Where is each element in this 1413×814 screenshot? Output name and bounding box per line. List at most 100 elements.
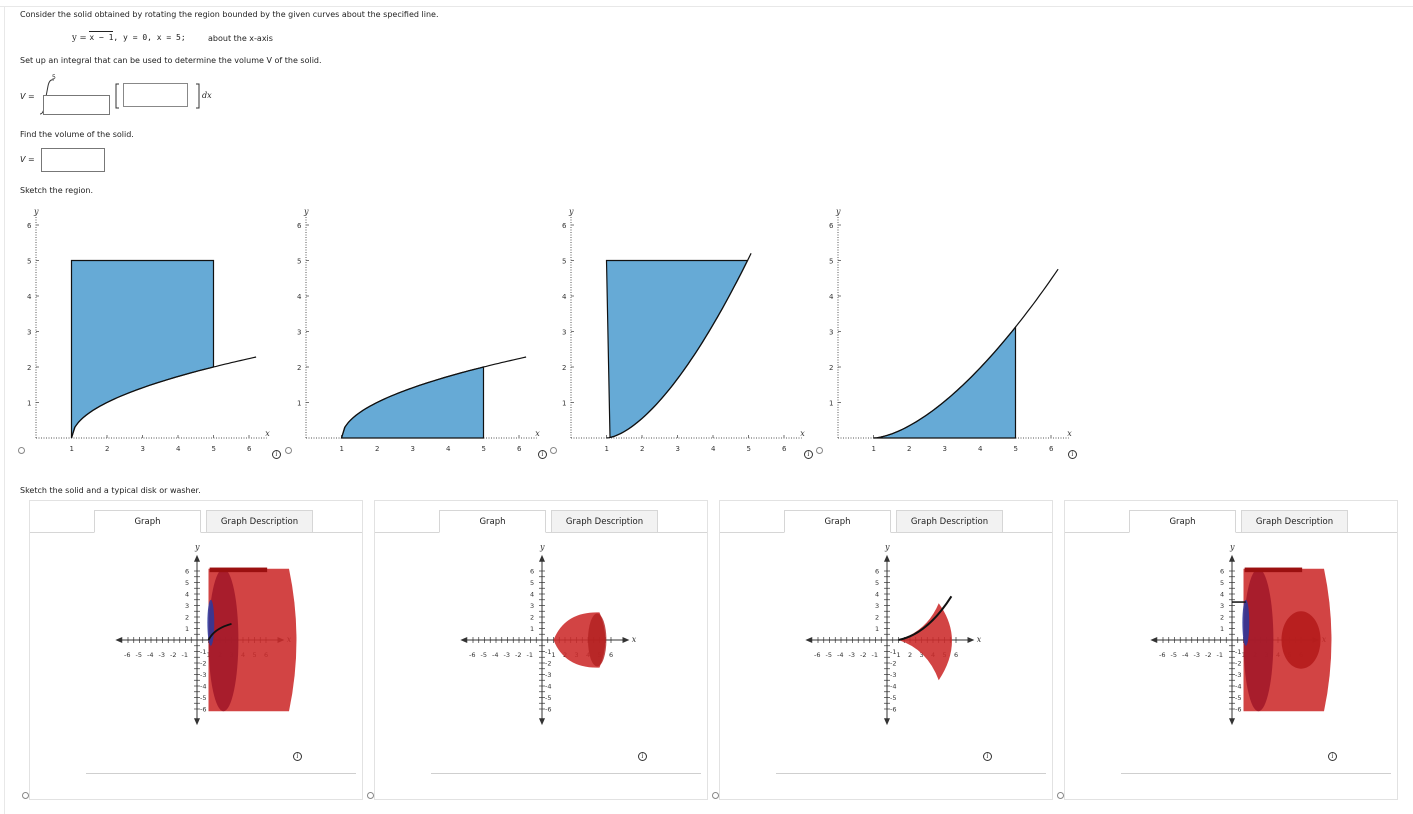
y-tick-label: -4 [200,683,206,691]
x-tick-label: 5 [482,445,486,453]
volume-label-2: V = [20,155,35,164]
x-tick-label: 3 [141,445,145,453]
solid-panel-3: Graph Graph Description 6 5 4 3 2 1 -1 -2 -3 -4 -5… [719,500,1053,800]
y-tick-label: 6 [27,222,32,230]
y-tick-label: 5 [829,258,833,266]
info-icon[interactable]: i [1328,752,1337,761]
solid-option-3-radio[interactable] [712,792,719,799]
lower-limit-input[interactable] [43,95,110,115]
y-tick-label: 6 [185,568,189,576]
region-option-3-radio[interactable] [550,447,557,454]
solid-option-2-radio[interactable] [367,792,374,799]
x-arrow-left-icon [1150,637,1158,643]
x-tick-label: 3 [943,445,947,453]
x-axis-label: x [632,635,637,644]
tab-graph-description[interactable]: Graph Description [896,510,1003,533]
x-tick-label: 6 [782,445,787,453]
info-icon[interactable]: i [538,450,547,459]
x-tick-label: -6 [469,651,475,659]
region-graph-1: 1 2 3 4 5 6 1 2 3 4 5 6 x y [27,207,270,453]
curve [606,253,752,439]
x-tick-label: 6 [609,651,613,659]
x-tick-label: -4 [147,651,153,659]
tab-graph-description[interactable]: Graph Description [1241,510,1348,533]
y-tick-label: 1 [875,625,879,633]
curve [70,356,257,439]
y-axis-label: y [194,545,200,551]
y-tick-label: 3 [829,329,833,337]
x-tick-label: 1 [605,445,609,453]
y-axis-label: y [1229,545,1235,551]
solid-option-4-radio[interactable] [1057,792,1064,799]
sketch-solid-prompt: Sketch the solid and a typical disk or w… [20,486,201,495]
integrand-input[interactable] [123,83,188,107]
y-tick-label: 4 [185,591,189,599]
left-divider [4,6,5,814]
tab-graph-description[interactable]: Graph Description [551,510,658,533]
tab-graph-description[interactable]: Graph Description [206,510,313,533]
y-axis-label: y [33,207,39,216]
y-tick-label: 2 [829,364,833,372]
solid-panel-2: Graph Graph Description 6 5 4 3 2 1 -1 -2 -3 -4 -5… [374,500,708,800]
x-arrow-left-icon [460,637,468,643]
y-arrow-icon [194,554,200,562]
x-tick-label: -1 [182,651,188,659]
y-tick-label: -6 [200,706,206,714]
y-arrow-icon [539,554,545,562]
info-icon[interactable]: i [804,450,813,459]
x-tick-label: 2 [375,445,379,453]
volume-answer-input[interactable] [41,148,105,172]
region-graph-3: 1 2 3 4 5 6 1 2 3 4 5 6 x y [562,207,805,453]
info-icon[interactable]: i [293,752,302,761]
y-arrow-down-icon [884,718,890,726]
y-tick-label: 6 [530,568,534,576]
info-icon[interactable]: i [1068,450,1077,459]
region-option-2-radio[interactable] [285,447,292,454]
y-tick-label: 5 [530,579,534,587]
y-axis-label: y [884,545,890,551]
y-tick-label: 5 [185,579,189,587]
y-tick-label: 4 [829,293,834,301]
y-tick-label: 2 [27,364,31,372]
y-tick-label: -2 [1235,660,1241,668]
y-tick-label: 6 [875,568,879,576]
x-tick-label: 4 [446,445,451,453]
x-arrow-left-icon [115,637,123,643]
y-tick-label: 3 [185,602,189,610]
y-tick-label: -2 [545,660,551,668]
y-tick-label: -1 [200,648,206,656]
curve-y-label: y = [72,33,90,43]
y-tick-label: -6 [1235,706,1241,714]
tab-graph[interactable]: Graph [439,510,546,533]
tab-graph[interactable]: Graph [94,510,201,533]
y-axis-label: y [303,207,309,216]
info-icon[interactable]: i [983,752,992,761]
info-icon[interactable]: i [638,752,647,761]
y-tick-label: 1 [1220,625,1224,633]
y-tick-label: 4 [1220,591,1224,599]
x-tick-label: 1 [340,445,344,453]
region-option-4-radio[interactable] [816,447,823,454]
y-tick-label: -2 [200,660,206,668]
y-tick-label: -4 [890,683,896,691]
y-tick-label: -5 [1235,694,1241,702]
x-tick-label: -3 [849,651,855,659]
region-graph-4: 1 2 3 4 5 6 1 2 3 4 5 6 x y [829,207,1072,453]
x-tick-label: 5 [212,445,216,453]
tab-graph[interactable]: Graph [1129,510,1236,533]
y-tick-label: 4 [530,591,534,599]
y-tick-label: 5 [1220,579,1224,587]
tab-graph[interactable]: Graph [784,510,891,533]
y-arrow-down-icon [1229,718,1235,726]
solid-option-1-radio[interactable] [22,792,29,799]
back-hole [1281,611,1321,669]
y-axis-label: y [835,207,841,216]
x-tick-label: 1 [872,445,876,453]
x-tick-label: 1 [897,651,901,659]
x-tick-label: -5 [826,651,832,659]
y-tick-label: -5 [545,694,551,702]
info-icon[interactable]: i [272,450,281,459]
region-option-1-radio[interactable] [18,447,25,454]
question-intro: Consider the solid obtained by rotating … [20,10,439,19]
